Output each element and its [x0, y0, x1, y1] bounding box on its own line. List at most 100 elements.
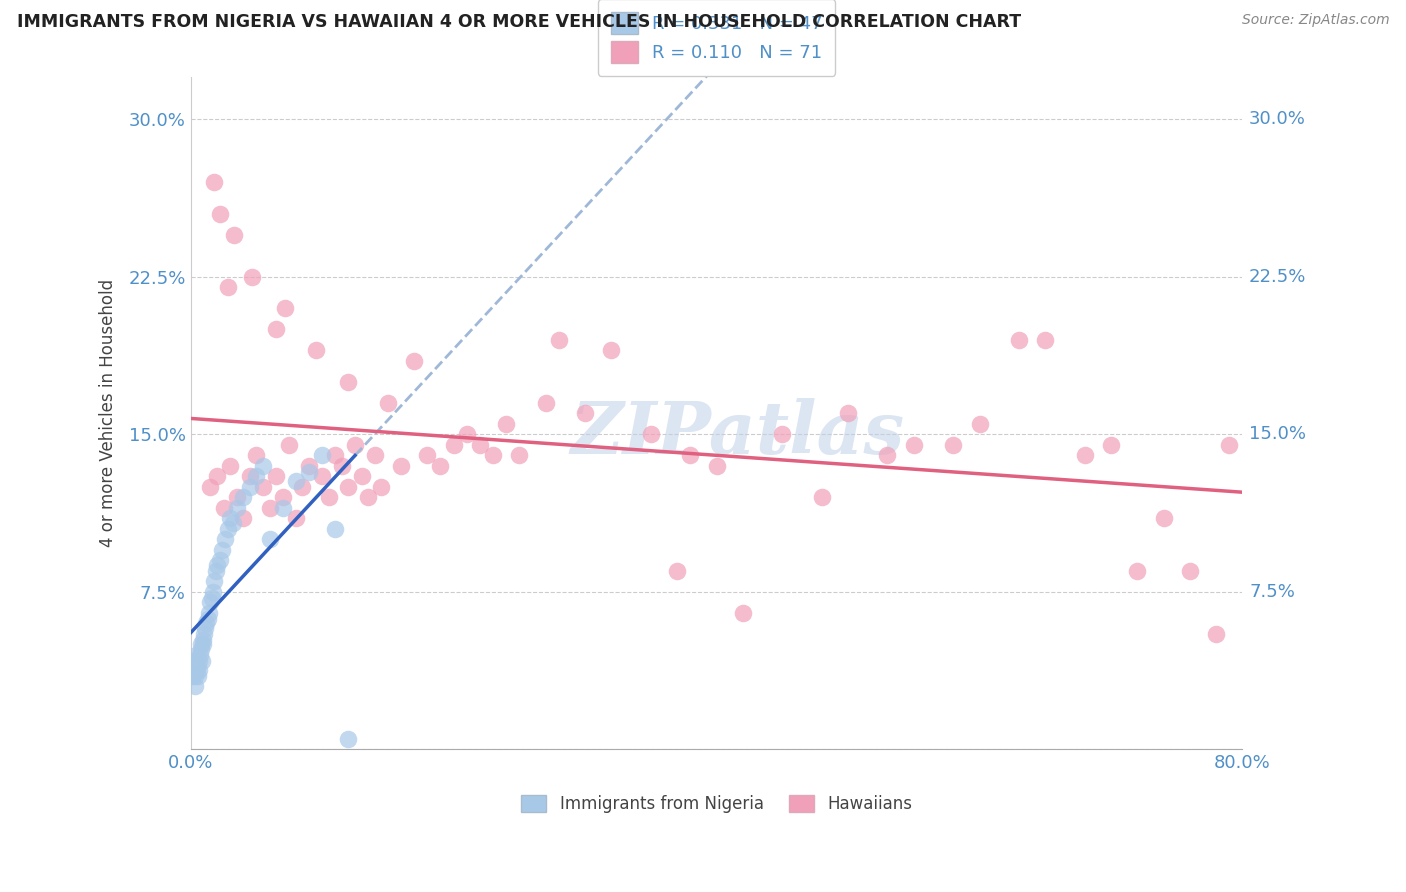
- Point: [404, 354, 426, 368]
- Point: [205, 469, 228, 483]
- Point: [183, 654, 205, 668]
- Point: [389, 458, 412, 473]
- Point: [377, 396, 399, 410]
- Point: [318, 491, 340, 505]
- Point: [225, 500, 247, 515]
- Point: [1205, 627, 1227, 641]
- Point: [204, 564, 226, 578]
- Point: [201, 591, 224, 606]
- Point: [181, 658, 204, 673]
- Point: [482, 449, 505, 463]
- Point: [259, 533, 281, 547]
- Point: [942, 438, 965, 452]
- Point: [370, 480, 392, 494]
- Point: [188, 663, 211, 677]
- Point: [357, 491, 380, 505]
- Point: [903, 438, 925, 452]
- Point: [222, 516, 245, 530]
- Y-axis label: 4 or more Vehicles in Household: 4 or more Vehicles in Household: [100, 279, 117, 548]
- Point: [1178, 564, 1201, 578]
- Point: [239, 480, 262, 494]
- Point: [193, 627, 215, 641]
- Point: [679, 449, 702, 463]
- Point: [1153, 511, 1175, 525]
- Point: [640, 427, 662, 442]
- Point: [443, 438, 465, 452]
- Point: [323, 449, 346, 463]
- Point: [810, 491, 832, 505]
- Point: [239, 469, 262, 483]
- Point: [337, 480, 360, 494]
- Point: [364, 449, 387, 463]
- Point: [284, 511, 307, 525]
- Text: 15.0%: 15.0%: [1249, 425, 1306, 443]
- Point: [508, 449, 530, 463]
- Point: [211, 542, 233, 557]
- Point: [245, 449, 267, 463]
- Point: [186, 658, 208, 673]
- Point: [337, 375, 360, 389]
- Point: [456, 427, 478, 442]
- Point: [219, 458, 242, 473]
- Point: [195, 616, 218, 631]
- Point: [217, 280, 239, 294]
- Point: [706, 458, 728, 473]
- Point: [323, 522, 346, 536]
- Point: [205, 558, 228, 572]
- Point: [245, 469, 267, 483]
- Point: [547, 333, 569, 347]
- Point: [574, 406, 596, 420]
- Point: [298, 465, 321, 479]
- Point: [183, 663, 205, 677]
- Point: [190, 641, 212, 656]
- Point: [188, 648, 211, 662]
- Point: [429, 458, 451, 473]
- Point: [311, 449, 333, 463]
- Point: [187, 654, 209, 668]
- Point: [184, 680, 207, 694]
- Point: [311, 469, 333, 483]
- Point: [600, 343, 623, 358]
- Point: [194, 621, 217, 635]
- Point: [214, 533, 236, 547]
- Point: [191, 633, 214, 648]
- Point: [187, 669, 209, 683]
- Point: [271, 500, 294, 515]
- Point: [191, 654, 214, 668]
- Point: [208, 207, 231, 221]
- Text: 7.5%: 7.5%: [1249, 582, 1295, 601]
- Point: [198, 606, 221, 620]
- Legend: Immigrants from Nigeria, Hawaiians: Immigrants from Nigeria, Hawaiians: [513, 787, 921, 822]
- Point: [770, 427, 793, 442]
- Point: [197, 612, 219, 626]
- Point: [837, 406, 859, 420]
- Point: [252, 458, 274, 473]
- Point: [337, 731, 360, 746]
- Point: [264, 469, 287, 483]
- Point: [495, 417, 517, 431]
- Point: [222, 227, 245, 242]
- Text: 30.0%: 30.0%: [1249, 111, 1306, 128]
- Point: [232, 511, 254, 525]
- Point: [202, 176, 225, 190]
- Point: [183, 669, 205, 683]
- Point: [225, 491, 247, 505]
- Point: [1008, 333, 1031, 347]
- Point: [208, 553, 231, 567]
- Point: [200, 480, 222, 494]
- Point: [298, 458, 321, 473]
- Point: [278, 438, 301, 452]
- Point: [219, 511, 242, 525]
- Point: [416, 449, 439, 463]
- Point: [344, 438, 367, 452]
- Point: [271, 491, 294, 505]
- Point: [468, 438, 491, 452]
- Text: 22.5%: 22.5%: [1249, 268, 1306, 286]
- Text: ZIPatlas: ZIPatlas: [571, 398, 904, 469]
- Point: [181, 669, 204, 683]
- Point: [202, 585, 225, 599]
- Point: [184, 648, 207, 662]
- Point: [264, 322, 287, 336]
- Point: [284, 474, 307, 488]
- Point: [232, 491, 254, 505]
